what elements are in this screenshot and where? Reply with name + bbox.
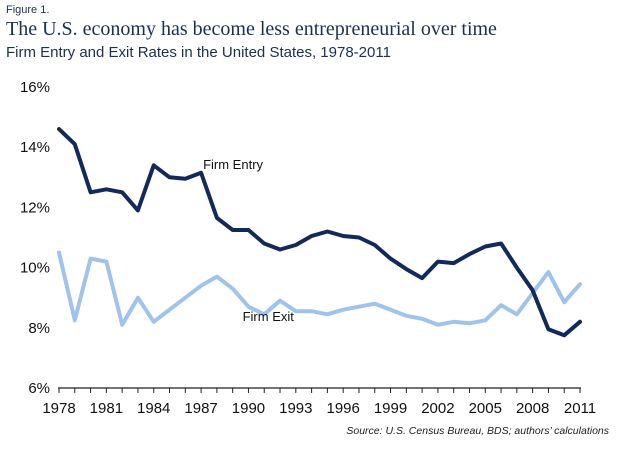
source-note: Source: U.S. Census Bureau, BDS; authors…	[346, 425, 609, 437]
y-tick-label: 6%	[28, 380, 50, 397]
x-tick-label: 2011	[564, 400, 596, 417]
x-tick-label: 2008	[516, 400, 549, 417]
chart-subtitle: Firm Entry and Exit Rates in the United …	[6, 44, 391, 61]
y-tick-label: 10%	[20, 260, 50, 277]
y-tick-label: 14%	[20, 139, 50, 156]
series-labels: Firm Entry Firm Exit	[203, 157, 294, 324]
x-axis-ticks	[58, 388, 581, 393]
x-axis-labels: 1978 1981 1984 1987 1990 1993 1996 1999 2002 2005…	[42, 400, 596, 417]
figure-label: Figure 1.	[6, 4, 50, 16]
y-tick-label: 8%	[28, 320, 50, 337]
x-tick-label: 1978	[42, 400, 75, 417]
x-tick-label: 1996	[326, 400, 359, 417]
firm-exit-line	[57, 250, 582, 327]
x-tick-label: 1993	[279, 400, 312, 417]
x-tick-label: 1987	[184, 400, 217, 417]
x-tick-label: 1999	[374, 400, 407, 417]
firm-exit-label: Firm Exit	[243, 309, 295, 324]
x-tick-label: 1984	[137, 400, 170, 417]
y-tick-label: 16%	[20, 79, 50, 96]
series-lines	[57, 127, 582, 338]
x-tick-label: 2005	[469, 400, 502, 417]
x-tick-label: 1981	[90, 400, 123, 417]
y-tick-label: 12%	[20, 199, 50, 216]
x-tick-label: 2002	[421, 400, 454, 417]
y-axis-labels: 6% 8% 10% 12% 14% 16%	[20, 79, 50, 397]
x-tick-label: 1990	[232, 400, 265, 417]
chart-title: The U.S. economy has become less entrepr…	[6, 18, 497, 40]
firm-entry-line	[57, 127, 582, 338]
firm-entry-label: Firm Entry	[203, 157, 263, 172]
